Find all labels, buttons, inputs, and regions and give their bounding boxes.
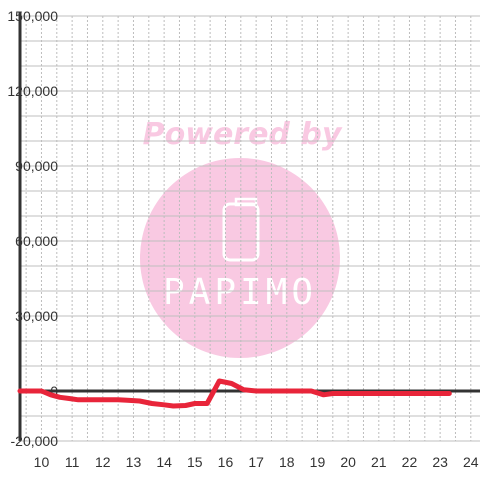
x-tick-label: 23 <box>432 454 448 470</box>
x-tick-label: 24 <box>463 454 479 470</box>
tick-labels: -20,000 0 30,000 60,000 90,000 120,000 150,000… <box>7 8 478 470</box>
x-tick-label: 17 <box>248 454 264 470</box>
watermark-caption: Powered by <box>143 117 343 152</box>
x-tick-label: 13 <box>126 454 142 470</box>
y-tick-label: 120,000 <box>7 83 58 99</box>
x-tick-label: 21 <box>371 454 387 470</box>
series-line <box>17 378 452 409</box>
watermark-brand: PAPIMO <box>163 272 317 313</box>
series-layer <box>17 378 452 409</box>
x-tick-label: 16 <box>218 454 234 470</box>
x-tick-label: 18 <box>279 454 295 470</box>
y-tick-label: 150,000 <box>7 8 58 24</box>
x-tick-label: 19 <box>310 454 326 470</box>
x-tick-label: 11 <box>65 454 80 470</box>
x-tick-label: 15 <box>187 454 203 470</box>
grid <box>20 15 480 442</box>
y-tick-label: 0 <box>50 383 58 399</box>
y-tick-label: 30,000 <box>15 308 58 324</box>
x-tick-label: 12 <box>95 454 111 470</box>
x-tick-label: 10 <box>34 454 50 470</box>
x-tick-label: 20 <box>340 454 356 470</box>
y-tick-label: -20,000 <box>11 433 59 449</box>
x-tick-label: 22 <box>402 454 418 470</box>
x-tick-label: 14 <box>156 454 172 470</box>
y-tick-label: 90,000 <box>15 158 58 174</box>
y-tick-label: 60,000 <box>15 233 58 249</box>
papimo-watermark: Powered by PAPIMO <box>140 117 343 358</box>
watermark-circle <box>140 158 340 358</box>
